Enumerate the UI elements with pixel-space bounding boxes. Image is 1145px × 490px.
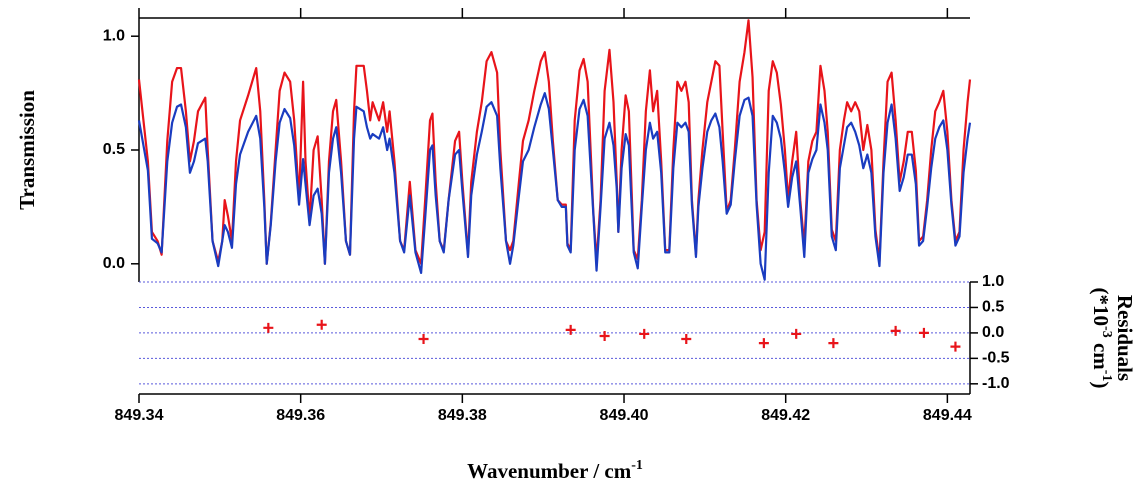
residual-point [639,328,650,339]
residual-point [791,328,802,339]
y2-tick-label: 0.0 [982,324,1004,341]
residual-point [758,338,769,349]
y-axis-title: Transmission [15,90,39,210]
x-tick-label: 849.40 [600,407,649,424]
y2-tick-label: 0.5 [982,299,1004,316]
y-tick-label: 0.0 [103,255,125,272]
x-tick-label: 849.38 [438,407,487,424]
residual-point [918,327,929,338]
residual-point [950,341,961,352]
y-tick-label: 0.5 [103,141,125,158]
unit-sup: -3 [1099,326,1114,338]
x-tick-label: 849.34 [115,407,164,424]
residual-point [565,324,576,335]
x-axis-title-sup: -1 [631,458,643,473]
residual-point [316,319,327,330]
unit-text: cm [1089,338,1113,371]
line-series [137,19,972,265]
residual-point [599,330,610,341]
residual-point [263,322,274,333]
residual-point [890,325,901,336]
x-axis-title: Wavenumber / cm-1 [467,458,643,483]
residual-point [828,338,839,349]
x-tick-label: 849.42 [761,407,810,424]
x-tick-label: 849.44 [923,407,972,424]
y-tick-label: 1.0 [103,27,125,44]
unit-text: ) [1089,381,1113,388]
unit-sup: -1 [1099,370,1114,382]
x-axis-title-text: Wavenumber / cm [467,459,632,483]
unit-text: (*10 [1089,288,1113,327]
y2-tick-label: -0.5 [982,350,1010,367]
residual-point [681,334,692,345]
line-series [137,92,972,281]
x-tick-label: 849.36 [276,407,325,424]
y2-axis-unit: (*10-3 cm-1) [1089,288,1114,389]
y2-tick-label: 1.0 [982,273,1004,290]
y2-tick-label: -1.0 [982,375,1010,392]
y2-axis-title: Residuals [1113,295,1137,381]
residual-point [418,334,429,345]
